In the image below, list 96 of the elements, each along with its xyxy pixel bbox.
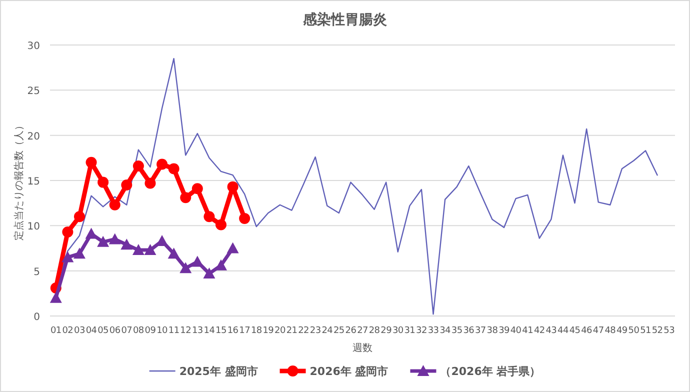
x-tick-label: 18 (250, 326, 262, 336)
point (191, 256, 204, 267)
x-tick-label: 06 (109, 326, 121, 336)
x-tick-label: 10 (156, 326, 168, 336)
x-tick-label: 14 (204, 326, 216, 336)
x-tick-label: 36 (463, 326, 475, 336)
x-tick-label: 11 (168, 326, 180, 336)
point (156, 158, 168, 170)
x-tick-label: 42 (534, 326, 545, 336)
x-tick-label: 30 (392, 326, 404, 336)
y-tick-label: 30 (27, 41, 40, 52)
x-tick-label: 12 (180, 326, 192, 336)
point (227, 181, 238, 192)
point (97, 236, 110, 247)
point (144, 178, 156, 189)
x-tick-label: 47 (592, 326, 604, 336)
point (109, 199, 120, 210)
point (180, 192, 192, 204)
point (180, 262, 192, 274)
x-tick-label: 27 (357, 326, 368, 336)
point (85, 228, 98, 239)
x-tick-label: 01 (50, 326, 62, 336)
x-tick-label: 23 (310, 326, 321, 336)
x-tick-label: 34 (440, 326, 452, 336)
x-tick-label: 07 (121, 326, 132, 336)
x-tick-label: 41 (522, 326, 534, 336)
legend-label: （2026年 岩手県） (440, 365, 541, 378)
x-tick-label: 22 (298, 326, 309, 336)
x-tick-label: 53 (664, 326, 675, 336)
x-tick-label: 40 (510, 326, 522, 336)
y-tick-label: 25 (27, 86, 40, 98)
x-tick-label: 19 (262, 326, 274, 336)
y-tick-label: 5 (34, 266, 40, 278)
x-tick-label: 52 (652, 326, 663, 336)
point (108, 233, 121, 244)
point (121, 180, 132, 191)
chart-title: 感染性胃腸炎 (302, 11, 387, 28)
point (239, 212, 250, 224)
x-axis-title: 週数 (352, 343, 372, 354)
x-tick-label: 25 (333, 326, 344, 336)
x-tick-label: 05 (98, 326, 108, 336)
y-axis-title: 定点当たりの報告数（人） (13, 120, 25, 240)
point (168, 163, 180, 174)
x-tick-label: 21 (286, 326, 298, 336)
point (86, 156, 97, 168)
point (168, 248, 180, 259)
point (203, 268, 216, 279)
x-tick-label: 20 (274, 326, 286, 336)
y-tick-label: 15 (27, 176, 40, 188)
point (215, 219, 226, 230)
x-tick-label: 08 (133, 326, 144, 336)
x-tick-label: 39 (498, 326, 510, 336)
x-tick-label: 15 (216, 326, 226, 336)
x-tick-label: 46 (581, 326, 593, 336)
x-tick-label: 13 (192, 326, 203, 336)
point (192, 183, 203, 194)
x-tick-label: 50 (628, 326, 640, 336)
x-tick-label: 28 (368, 326, 380, 336)
x-tick-label: 16 (227, 326, 239, 336)
x-tick-label: 37 (474, 326, 486, 336)
legend-label: 2026年 盛岡市 (310, 365, 388, 378)
x-tick-label: 38 (486, 326, 498, 336)
point (144, 244, 156, 256)
x-tick-label: 45 (569, 326, 580, 336)
x-tick-label: 29 (380, 326, 392, 336)
point (204, 211, 215, 222)
x-tick-label: 03 (74, 326, 85, 336)
point (98, 176, 109, 188)
x-tick-label: 09 (144, 326, 156, 336)
x-tick-label: 24 (322, 326, 334, 336)
x-tick-label: 51 (640, 326, 651, 336)
x-tick-label: 02 (62, 326, 74, 336)
x-tick-label: 43 (546, 326, 557, 336)
x-tick-label: 44 (558, 326, 569, 336)
x-tick-label: 17 (239, 326, 250, 336)
point (132, 160, 144, 172)
point (132, 244, 144, 256)
x-tick-label: 04 (86, 326, 98, 336)
x-tick-label: 26 (345, 326, 357, 336)
point (74, 211, 85, 222)
x-tick-label: 48 (604, 326, 616, 336)
x-tick-label: 33 (428, 326, 439, 336)
x-tick-label: 32 (416, 326, 427, 336)
y-tick-label: 10 (27, 222, 40, 233)
y-tick-label: 0 (34, 312, 40, 323)
legend-label: 2025年 盛岡市 (179, 365, 258, 378)
point (226, 242, 239, 254)
x-tick-label: 35 (451, 326, 462, 336)
point (73, 248, 86, 259)
y-tick-label: 20 (27, 131, 40, 142)
point (50, 292, 62, 303)
x-tick-label: 31 (404, 326, 416, 336)
x-tick-label: 49 (616, 326, 628, 336)
point (62, 251, 74, 262)
point (120, 238, 133, 250)
point (62, 226, 74, 238)
